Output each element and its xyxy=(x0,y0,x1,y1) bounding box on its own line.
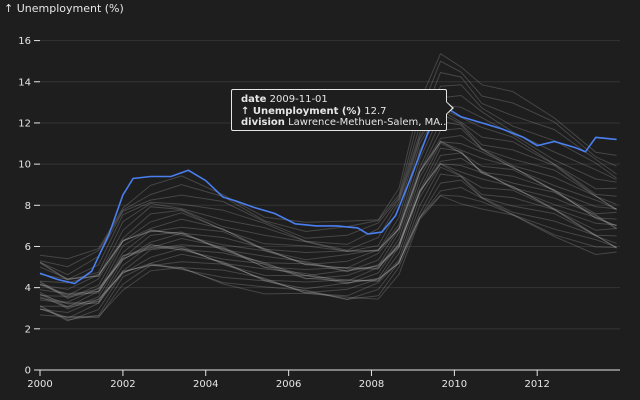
x-tick-label: 2002 xyxy=(110,379,135,390)
tooltip-division: Lawrence-Methuen-Salem, MA... xyxy=(288,117,447,128)
highlighted-series-line[interactable] xyxy=(39,107,617,285)
division-line-15[interactable] xyxy=(39,141,617,296)
division-line-3[interactable] xyxy=(39,179,617,322)
y-axis-label: ↑ Unemployment (%) xyxy=(4,2,124,15)
x-tick-label: 2006 xyxy=(276,379,301,390)
division-line-24[interactable] xyxy=(39,84,617,280)
x-tick-label: 2000 xyxy=(27,379,52,390)
y-tick-4: 4 xyxy=(25,283,40,294)
y-tick-label: 10 xyxy=(18,160,31,171)
division-line-11[interactable] xyxy=(39,147,617,308)
division-line-23[interactable] xyxy=(39,94,617,281)
tooltip: date 2009-11-01 ↑ Unemployment (%) 12.7 … xyxy=(231,89,447,131)
division-line-6[interactable] xyxy=(39,163,617,307)
division-line-9[interactable] xyxy=(39,157,617,308)
y-tick-label: 12 xyxy=(18,118,31,129)
y-tick-16: 16 xyxy=(18,36,40,47)
division-line-8[interactable] xyxy=(39,163,617,305)
division-line-16[interactable] xyxy=(39,134,617,298)
y-tick-label: 2 xyxy=(25,324,31,335)
division-line-1[interactable] xyxy=(39,194,617,319)
division-line-21[interactable] xyxy=(39,107,617,280)
x-tick-label: 2008 xyxy=(359,379,384,390)
division-line-25[interactable] xyxy=(39,71,617,276)
x-tick-2008: 2008 xyxy=(359,370,384,390)
other-division-lines xyxy=(39,52,617,322)
division-line-12[interactable] xyxy=(39,142,617,303)
division-line-4[interactable] xyxy=(39,173,617,319)
y-axis: 0 2 4 6 8 10 12 14 16 xyxy=(18,36,40,377)
x-tick-label: 2012 xyxy=(524,379,549,390)
tooltip-date-row: date 2009-11-01 xyxy=(241,94,328,105)
y-tick-6: 6 xyxy=(25,242,40,253)
tooltip-date: 2009-11-01 xyxy=(269,94,328,105)
y-tick-8: 8 xyxy=(25,201,40,212)
division-line-5[interactable] xyxy=(39,166,617,314)
division-line-17[interactable] xyxy=(39,127,617,299)
y-tick-10: 10 xyxy=(18,160,40,171)
x-axis: 2000 2002 2004 2006 2008 2010 2012 xyxy=(27,369,620,390)
y-tick-label: 0 xyxy=(25,366,31,377)
tooltip-value: 12.7 xyxy=(364,105,387,117)
x-tick-2006: 2006 xyxy=(276,370,301,390)
x-tick-2012: 2012 xyxy=(524,370,550,390)
y-tick-2: 2 xyxy=(25,324,40,335)
y-tick-label: 16 xyxy=(18,36,31,47)
y-tick-label: 8 xyxy=(25,201,31,212)
division-line-0[interactable] xyxy=(39,195,617,318)
y-tick-label: 14 xyxy=(18,77,31,88)
x-tick-2004: 2004 xyxy=(193,370,218,390)
tooltip-division-row: division Lawrence-Methuen-Salem, MA... xyxy=(241,117,446,129)
tooltip-pointer-inner xyxy=(446,102,452,114)
x-tick-2000: 2000 xyxy=(27,370,53,390)
y-tick-12: 12 xyxy=(18,118,40,129)
x-tick-2002: 2002 xyxy=(110,370,136,390)
division-line-14[interactable] xyxy=(39,141,617,295)
division-line-20[interactable] xyxy=(39,109,617,284)
y-tick-14: 14 xyxy=(18,77,40,88)
division-line-7[interactable] xyxy=(39,163,617,304)
y-tick-0: 0 xyxy=(25,366,40,377)
division-line-2[interactable] xyxy=(39,186,617,321)
y-gridlines xyxy=(40,40,620,371)
division-line-18[interactable] xyxy=(39,120,617,297)
tooltip-value-row: ↑ Unemployment (%) 12.7 xyxy=(241,105,387,117)
division-line-10[interactable] xyxy=(39,152,617,310)
x-tick-2010: 2010 xyxy=(442,370,467,390)
division-line-27[interactable] xyxy=(39,52,617,260)
division-line-13[interactable] xyxy=(39,140,617,297)
x-tick-label: 2004 xyxy=(193,379,218,390)
division-line-19[interactable] xyxy=(39,113,617,290)
y-tick-label: 4 xyxy=(25,283,31,294)
x-tick-label: 2010 xyxy=(442,379,467,390)
division-line-26[interactable] xyxy=(39,60,617,268)
y-tick-label: 6 xyxy=(25,242,31,253)
